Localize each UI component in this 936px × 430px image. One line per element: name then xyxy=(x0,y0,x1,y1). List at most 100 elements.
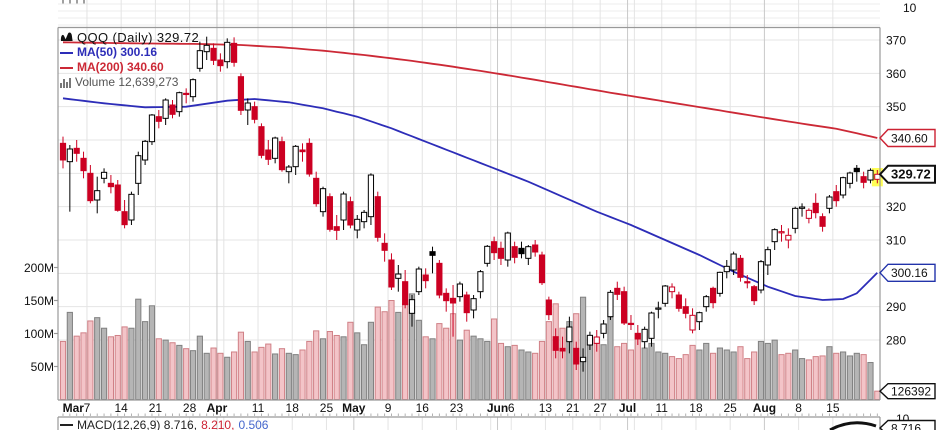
macd-signal-value: 8.210, xyxy=(201,418,235,430)
volume-bar xyxy=(422,336,429,400)
candle-body xyxy=(518,247,525,255)
volume-bar xyxy=(853,352,860,400)
volume-bar xyxy=(381,311,388,400)
volume-bar xyxy=(135,298,142,400)
candle-body xyxy=(771,229,778,243)
volume-bar xyxy=(532,352,539,400)
candle-body xyxy=(217,59,224,67)
volume-bar xyxy=(805,359,812,400)
x-axis-label: 27 xyxy=(593,401,607,415)
candle-body xyxy=(504,232,511,261)
macd-label: MACD(12,26,9) 8.716, xyxy=(77,418,198,430)
candle-body xyxy=(244,102,251,111)
volume-bar xyxy=(600,344,607,400)
candle-body xyxy=(360,211,368,223)
candle-body xyxy=(292,145,299,168)
volume-bar xyxy=(251,351,258,401)
volume-bar xyxy=(723,349,730,400)
candle-body xyxy=(272,137,279,159)
ma50-line-icon xyxy=(60,51,73,54)
volume-bar xyxy=(176,344,183,401)
candle-body xyxy=(737,257,744,278)
candle-body xyxy=(449,297,457,304)
legend-ma50-row: MA(50) 300.16 xyxy=(60,45,199,60)
volume-bar xyxy=(203,352,210,400)
volume-bar xyxy=(792,349,799,400)
axis-tag xyxy=(878,164,936,184)
candle-body xyxy=(429,251,436,256)
candle-body xyxy=(627,322,635,326)
volume-bar xyxy=(470,335,477,401)
volume-bar xyxy=(285,352,292,400)
volume-bar xyxy=(340,336,347,400)
candle-body xyxy=(128,193,135,221)
volume-bar xyxy=(66,311,73,401)
macd-line-icon xyxy=(60,424,73,426)
volume-bar xyxy=(593,342,600,400)
candle-body xyxy=(463,294,470,314)
candle-body xyxy=(497,247,505,259)
volume-bar xyxy=(354,332,361,400)
volume-bar xyxy=(306,340,313,401)
x-axis-label: 11 xyxy=(252,401,265,415)
candle-body xyxy=(798,206,806,209)
candle-body xyxy=(347,201,354,226)
volume-bar xyxy=(162,339,169,401)
candle-body xyxy=(224,41,231,63)
candle-body xyxy=(819,216,826,227)
volume-bar xyxy=(313,330,320,400)
volume-bar xyxy=(436,323,443,401)
candle-body xyxy=(443,292,450,302)
axis-tag-text: 329.72 xyxy=(891,167,931,182)
macd-hist-value: 0.506 xyxy=(238,418,269,430)
axis-tag xyxy=(879,128,936,148)
watermark-arc xyxy=(829,421,877,430)
volume-bar xyxy=(627,349,635,400)
candle-body xyxy=(641,328,648,343)
volume-bar xyxy=(545,321,552,400)
volume-bar xyxy=(675,358,682,400)
volume-bar xyxy=(395,311,402,401)
candle-body xyxy=(655,307,662,310)
volume-bar xyxy=(860,354,867,400)
x-axis-label: 8 xyxy=(795,401,802,415)
candle-body xyxy=(682,306,689,314)
candle-body xyxy=(552,336,559,351)
volume-bar xyxy=(443,327,450,400)
volume-bar xyxy=(463,329,470,401)
candle-body xyxy=(189,79,197,98)
ma50-line xyxy=(62,97,878,301)
volume-bar xyxy=(388,300,395,400)
candle-body xyxy=(278,141,286,171)
candle-body xyxy=(586,334,594,346)
candle-body xyxy=(833,191,840,202)
volume-bar xyxy=(374,306,381,401)
candle-body xyxy=(73,147,80,154)
candle-body xyxy=(757,261,765,291)
candle-body xyxy=(566,326,573,343)
x-axis-label: Aug xyxy=(753,401,776,415)
candle-body xyxy=(491,241,498,254)
candle-body xyxy=(538,254,546,284)
candle-body xyxy=(169,104,176,115)
volume-bar xyxy=(621,342,628,400)
x-axis-label: 21 xyxy=(149,401,163,415)
candle-body xyxy=(265,149,272,160)
candle-body xyxy=(313,177,320,205)
volume-bar xyxy=(265,343,272,400)
axis-tags: 340.60 329.72 300.16 126392 8.716 xyxy=(878,128,936,430)
volume-bar xyxy=(504,346,511,401)
volume-bar xyxy=(217,352,224,400)
volume-bar xyxy=(100,327,108,400)
volume-bar xyxy=(819,355,826,401)
candle-body xyxy=(326,196,333,230)
candle-body xyxy=(792,207,799,229)
volume-bar xyxy=(874,390,881,400)
candle-body xyxy=(456,283,463,298)
volume-bar xyxy=(668,356,676,401)
axis-tag xyxy=(878,382,936,400)
axis-tag xyxy=(878,419,936,430)
candle-body xyxy=(648,312,655,339)
volume-bar xyxy=(826,346,833,401)
